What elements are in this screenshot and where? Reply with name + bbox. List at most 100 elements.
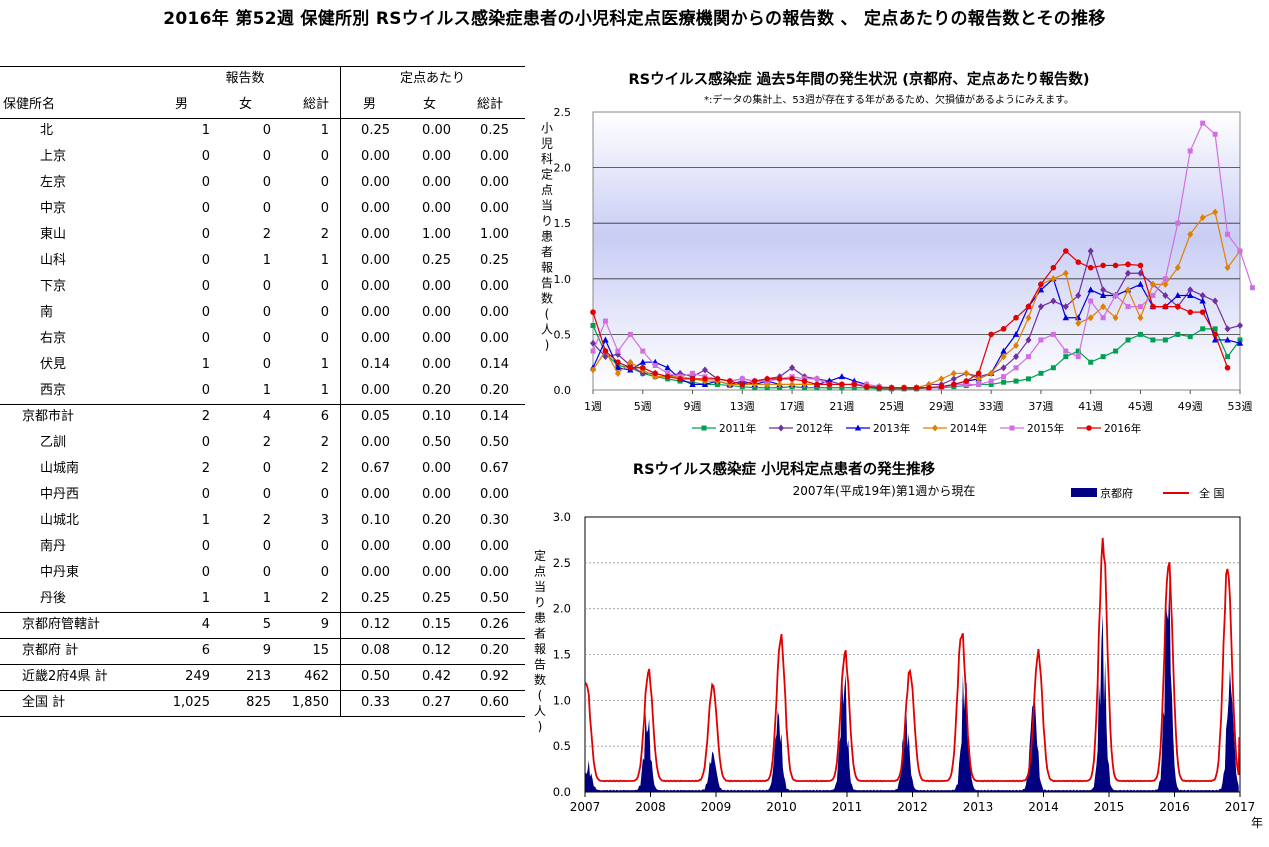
- cell-total-per: 0.30: [480, 513, 509, 528]
- chart1-point: [988, 369, 995, 377]
- table-row: 京都府 計 6 9 15 0.08 0.12 0.20: [0, 638, 525, 664]
- chart1-ylabel-char: 告: [541, 276, 553, 290]
- chart1-point: [1187, 230, 1194, 238]
- row-name: 東山: [40, 227, 67, 242]
- cell-male-per: 0.00: [361, 331, 390, 346]
- column-header-total-per: 総計: [476, 97, 503, 112]
- table-divider: [340, 66, 341, 716]
- chart1-point: [1224, 336, 1231, 343]
- chart1-point: [1199, 291, 1206, 299]
- chart1-point: [1100, 315, 1106, 321]
- chart1-point: [1125, 337, 1131, 343]
- chart1-point: [1087, 286, 1094, 293]
- chart1-point: [1087, 247, 1094, 255]
- chart1-x-tick: 37週: [1028, 400, 1053, 413]
- table-row: 左京 0 0 0 0.00 0.00 0.00: [0, 170, 525, 196]
- chart1-point: [1050, 264, 1057, 271]
- chart1-ylabel-char: 報: [541, 261, 553, 275]
- cell-female: 2: [262, 435, 271, 450]
- chart1-point: [1162, 337, 1168, 343]
- cell-male-per: 0.14: [361, 357, 390, 372]
- cell-male: 0: [201, 305, 210, 320]
- chart1-point: [1212, 208, 1219, 216]
- chart1-point: [1038, 337, 1044, 343]
- row-rule: [0, 690, 525, 691]
- row-name: 西京: [40, 383, 67, 398]
- chart1-point: [1175, 220, 1181, 226]
- chart1-x-tick: 9週: [684, 400, 702, 413]
- chart1-point: [1200, 326, 1206, 332]
- chart1-point: [988, 378, 994, 384]
- cell-male-per: 0.00: [361, 227, 390, 242]
- cell-male-per: 0.00: [361, 383, 390, 398]
- chart1-x-tick: 53週: [1228, 400, 1253, 413]
- chart1-point: [1075, 348, 1081, 354]
- chart2-ylabel-char: ): [538, 720, 543, 734]
- cell-total: 2: [320, 227, 329, 242]
- chart1-point: [1162, 276, 1168, 282]
- cell-total-per: 1.00: [480, 227, 509, 242]
- chart1-point: [677, 376, 683, 382]
- chart1-point: [1125, 269, 1132, 277]
- chart1-point: [1224, 364, 1231, 371]
- cell-total-per: 0.00: [480, 201, 509, 216]
- table-row: 東山 0 2 2 0.00 1.00 1.00: [0, 222, 525, 248]
- row-name: 中丹西: [40, 487, 80, 502]
- chart1-point: [1025, 336, 1032, 344]
- cell-female: 213: [246, 669, 271, 684]
- legend-label-national: 全 国: [1199, 486, 1225, 500]
- cell-total: 0: [320, 201, 329, 216]
- legend-swatch-kyoto: [1071, 488, 1097, 497]
- cell-female-per: 0.25: [422, 253, 451, 268]
- cell-male-per: 0.08: [361, 643, 390, 658]
- row-name: 丹後: [40, 591, 67, 606]
- page-title: 2016年 第52週 保健所別 RSウイルス感染症患者の小児科定点医療機関からの…: [163, 9, 1106, 29]
- chart1-point: [1087, 264, 1094, 271]
- chart2-ylabel-char: 当: [534, 580, 546, 594]
- cell-total-per: 0.00: [480, 149, 509, 164]
- chart1-point: [1075, 354, 1081, 360]
- chart1-plot-area: 0.0 0.5 1.0 1.5 2.0 2.5 1週 5週 9週 13週 17週 21週 25週 29週 3…: [554, 106, 1255, 413]
- chart1-point: [727, 378, 733, 384]
- chart1-x-tick: 45週: [1128, 400, 1153, 413]
- chart2-x-tick: 2009: [701, 800, 732, 814]
- chart1-point: [1100, 354, 1106, 360]
- cell-female: 5: [262, 617, 271, 632]
- chart1-x-tick: 21週: [829, 400, 854, 413]
- chart1-point: [1212, 297, 1219, 305]
- cell-total: 2: [320, 435, 329, 450]
- chart1-point: [789, 364, 796, 372]
- chart2-plot-area: 0.0 0.5 1.0 1.5 2.0 2.5 3.0 2007 2008 2009 2010 201…: [553, 510, 1263, 830]
- cell-male: 0: [201, 331, 210, 346]
- cell-male-per: 0.00: [361, 435, 390, 450]
- cell-male-per: 0.00: [361, 253, 390, 268]
- cell-total: 0: [320, 539, 329, 554]
- chart1-point: [1187, 334, 1193, 340]
- chart2-x-tick: 2012: [897, 800, 928, 814]
- chart1-point: [950, 369, 957, 377]
- cell-female: 0: [262, 539, 271, 554]
- chart1-point: [1212, 326, 1218, 332]
- row-rule: [0, 664, 525, 665]
- chart1-point: [1125, 261, 1131, 268]
- chart1-point: [664, 373, 671, 380]
- chart1-point: [1224, 325, 1231, 333]
- chart1-point: [689, 376, 696, 382]
- chart1-point: [963, 369, 970, 377]
- chart1-point: [1137, 269, 1144, 277]
- chart1-point: [1050, 331, 1056, 337]
- table-row: 京都市計 2 4 6 0.05 0.10 0.14: [0, 404, 525, 430]
- row-name: 伏見: [40, 357, 67, 372]
- cell-female-per: 0.00: [422, 149, 451, 164]
- chart2-ylabel-char: 報: [534, 642, 546, 656]
- chart2-y-tick: 0.5: [553, 739, 571, 753]
- chart1-point: [789, 376, 795, 382]
- chart1-point: [1137, 331, 1143, 337]
- cell-female: 0: [262, 123, 271, 138]
- chart1-point: [1162, 280, 1169, 288]
- chart1-point: [1000, 364, 1007, 372]
- cell-male: 249: [185, 669, 210, 684]
- cell-female-per: 0.12: [422, 643, 451, 658]
- cell-total: 462: [304, 669, 329, 684]
- chart1-point: [888, 384, 895, 391]
